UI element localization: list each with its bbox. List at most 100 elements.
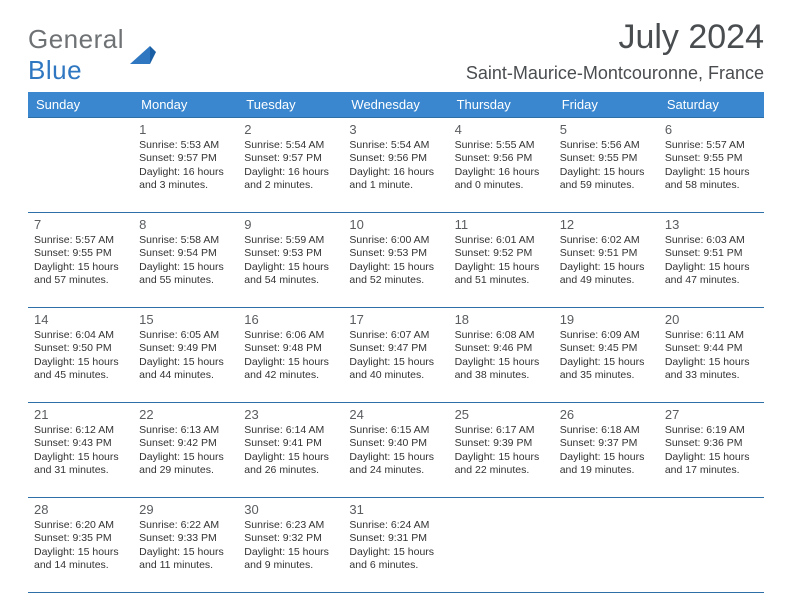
calendar-cell: 25Sunrise: 6:17 AMSunset: 9:39 PMDayligh… (449, 403, 554, 498)
calendar-cell: 18 Sunrise: 6:08 AMSunset: 9:46 PMDayligh… (449, 308, 554, 403)
day-number: 13 (665, 217, 758, 232)
day-number: 29 (139, 502, 232, 517)
day-number: 7 (34, 217, 127, 232)
title-block: July 2024 Saint-Maurice-Montcouronne, Fr… (466, 18, 764, 92)
day-details: Sunrise: 6:09 AMSunset: 9:45 PMDaylight:… (560, 329, 653, 383)
brand-text: General Blue (28, 24, 124, 86)
weekday-header: Sunday (28, 92, 133, 118)
day-details: Sunrise: 5:58 AMSunset: 9:54 PMDaylight:… (139, 234, 232, 288)
day-number: 11 (455, 217, 548, 232)
calendar-row: 7 Sunrise: 5:57 AMSunset: 9:55 PMDaylight… (28, 213, 764, 308)
day-number: 26 (560, 407, 653, 422)
calendar-cell: 21 Sunrise: 6:12 AMSunset: 9:43 PMDayligh… (28, 403, 133, 498)
calendar-cell: 30 Sunrise: 6:23 AMSunset: 9:32 PMDayligh… (238, 498, 343, 593)
day-details: Sunrise: 6:22 AMSunset: 9:33 PMDaylight:… (139, 519, 232, 573)
day-details: Sunrise: 6:07 AMSunset: 9:47 PMDaylight:… (349, 329, 442, 383)
calendar-cell: 8 Sunrise: 5:58 AMSunset: 9:54 PMDaylight… (133, 213, 238, 308)
day-details: Sunrise: 6:20 AMSunset: 9:35 PMDaylight:… (34, 519, 127, 573)
calendar-cell (28, 118, 133, 213)
brand-logo: General Blue (28, 24, 158, 86)
calendar-cell: 27Sunrise: 6:19 AMSunset: 9:36 PMDayligh… (659, 403, 764, 498)
day-number: 16 (244, 312, 337, 327)
calendar-cell: 19Sunrise: 6:09 AMSunset: 9:45 PMDayligh… (554, 308, 659, 403)
day-details: Sunrise: 6:18 AMSunset: 9:37 PMDaylight:… (560, 424, 653, 478)
topbar: General Blue July 2024 Saint-Maurice-Mon… (28, 18, 764, 92)
calendar-cell: 31 Sunrise: 6:24 AMSunset: 9:31 PMDayligh… (343, 498, 448, 593)
weekday-header: Tuesday (238, 92, 343, 118)
day-number: 8 (139, 217, 232, 232)
calendar-body: 1 Sunrise: 5:53 AMSunset: 9:57 PMDaylight… (28, 118, 764, 593)
day-details: Sunrise: 5:56 AMSunset: 9:55 PMDaylight:… (560, 139, 653, 193)
day-number: 23 (244, 407, 337, 422)
calendar-row: 1 Sunrise: 5:53 AMSunset: 9:57 PMDaylight… (28, 118, 764, 213)
weekday-header: Friday (554, 92, 659, 118)
day-details: Sunrise: 5:54 AMSunset: 9:56 PMDaylight:… (349, 139, 442, 193)
calendar-cell: 24 Sunrise: 6:15 AMSunset: 9:40 PMDayligh… (343, 403, 448, 498)
day-details: Sunrise: 6:08 AMSunset: 9:46 PMDaylight:… (455, 329, 548, 383)
calendar-cell (659, 498, 764, 593)
day-details: Sunrise: 6:12 AMSunset: 9:43 PMDaylight:… (34, 424, 127, 478)
location-text: Saint-Maurice-Montcouronne, France (466, 63, 764, 84)
brand-triangle-icon (128, 44, 158, 66)
calendar-cell: 12Sunrise: 6:02 AMSunset: 9:51 PMDayligh… (554, 213, 659, 308)
day-number: 4 (455, 122, 548, 137)
weekday-header: Monday (133, 92, 238, 118)
calendar-row: 14Sunrise: 6:04 AMSunset: 9:50 PMDayligh… (28, 308, 764, 403)
brand-word2: Blue (28, 55, 82, 85)
day-details: Sunrise: 5:57 AMSunset: 9:55 PMDaylight:… (665, 139, 758, 193)
calendar-cell: 23Sunrise: 6:14 AMSunset: 9:41 PMDayligh… (238, 403, 343, 498)
day-number: 15 (139, 312, 232, 327)
calendar-cell: 15 Sunrise: 6:05 AMSunset: 9:49 PMDayligh… (133, 308, 238, 403)
calendar-cell: 28 Sunrise: 6:20 AMSunset: 9:35 PMDayligh… (28, 498, 133, 593)
day-details: Sunrise: 6:15 AMSunset: 9:40 PMDaylight:… (349, 424, 442, 478)
day-number: 9 (244, 217, 337, 232)
day-details: Sunrise: 6:11 AMSunset: 9:44 PMDaylight:… (665, 329, 758, 383)
weekday-header: Saturday (659, 92, 764, 118)
calendar-header: SundayMondayTuesdayWednesdayThursdayFrid… (28, 92, 764, 118)
day-details: Sunrise: 6:23 AMSunset: 9:32 PMDaylight:… (244, 519, 337, 573)
day-number: 18 (455, 312, 548, 327)
day-number: 22 (139, 407, 232, 422)
day-number: 24 (349, 407, 442, 422)
calendar-cell: 14Sunrise: 6:04 AMSunset: 9:50 PMDayligh… (28, 308, 133, 403)
day-number: 31 (349, 502, 442, 517)
day-details: Sunrise: 6:00 AMSunset: 9:53 PMDaylight:… (349, 234, 442, 288)
calendar-cell: 29 Sunrise: 6:22 AMSunset: 9:33 PMDayligh… (133, 498, 238, 593)
calendar-cell: 11Sunrise: 6:01 AMSunset: 9:52 PMDayligh… (449, 213, 554, 308)
calendar-row: 28 Sunrise: 6:20 AMSunset: 9:35 PMDayligh… (28, 498, 764, 593)
day-number: 14 (34, 312, 127, 327)
day-details: Sunrise: 6:05 AMSunset: 9:49 PMDaylight:… (139, 329, 232, 383)
day-details: Sunrise: 6:24 AMSunset: 9:31 PMDaylight:… (349, 519, 442, 573)
day-details: Sunrise: 6:02 AMSunset: 9:51 PMDaylight:… (560, 234, 653, 288)
calendar-row: 21 Sunrise: 6:12 AMSunset: 9:43 PMDayligh… (28, 403, 764, 498)
weekday-header: Thursday (449, 92, 554, 118)
brand-word1: General (28, 24, 124, 54)
calendar-cell: 16Sunrise: 6:06 AMSunset: 9:48 PMDayligh… (238, 308, 343, 403)
day-details: Sunrise: 5:53 AMSunset: 9:57 PMDaylight:… (139, 139, 232, 193)
calendar-cell (449, 498, 554, 593)
calendar-table: SundayMondayTuesdayWednesdayThursdayFrid… (28, 92, 764, 593)
day-details: Sunrise: 5:59 AMSunset: 9:53 PMDaylight:… (244, 234, 337, 288)
day-details: Sunrise: 6:03 AMSunset: 9:51 PMDaylight:… (665, 234, 758, 288)
calendar-cell: 13 Sunrise: 6:03 AMSunset: 9:51 PMDayligh… (659, 213, 764, 308)
day-number: 5 (560, 122, 653, 137)
day-details: Sunrise: 5:55 AMSunset: 9:56 PMDaylight:… (455, 139, 548, 193)
day-number: 20 (665, 312, 758, 327)
day-number: 3 (349, 122, 442, 137)
day-number: 1 (139, 122, 232, 137)
day-number: 17 (349, 312, 442, 327)
day-number: 21 (34, 407, 127, 422)
day-number: 28 (34, 502, 127, 517)
calendar-cell: 7 Sunrise: 5:57 AMSunset: 9:55 PMDaylight… (28, 213, 133, 308)
day-number: 10 (349, 217, 442, 232)
day-number: 2 (244, 122, 337, 137)
calendar-page: General Blue July 2024 Saint-Maurice-Mon… (0, 0, 792, 593)
day-details: Sunrise: 5:54 AMSunset: 9:57 PMDaylight:… (244, 139, 337, 193)
day-details: Sunrise: 5:57 AMSunset: 9:55 PMDaylight:… (34, 234, 127, 288)
day-number: 30 (244, 502, 337, 517)
calendar-cell: 20 Sunrise: 6:11 AMSunset: 9:44 PMDayligh… (659, 308, 764, 403)
calendar-cell (554, 498, 659, 593)
day-details: Sunrise: 6:17 AMSunset: 9:39 PMDaylight:… (455, 424, 548, 478)
day-number: 6 (665, 122, 758, 137)
calendar-cell: 26 Sunrise: 6:18 AMSunset: 9:37 PMDayligh… (554, 403, 659, 498)
